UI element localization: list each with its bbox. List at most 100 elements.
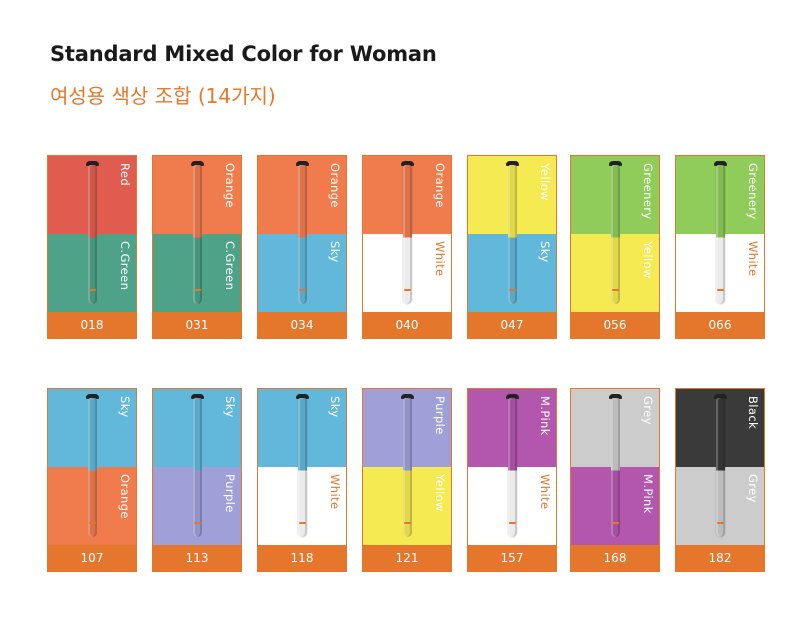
- grip-body: [88, 398, 97, 537]
- grip-body: [611, 165, 620, 304]
- grip-logo-mark: [299, 289, 306, 291]
- product-code: 047: [468, 312, 556, 338]
- top-color-label: Greenery: [746, 163, 760, 220]
- grip-cap-icon: [401, 161, 414, 166]
- bottom-color-label: C.Green: [118, 241, 132, 291]
- top-color-label: Sky: [118, 396, 132, 418]
- grip-logo-mark: [194, 522, 201, 524]
- bottom-color-label: Sky: [538, 241, 552, 263]
- bottom-color-label: Grey: [746, 474, 760, 503]
- grip-cap-icon: [296, 161, 309, 166]
- grip-logo-mark: [89, 522, 96, 524]
- grip-logo-mark: [717, 522, 724, 524]
- grip-illustration: [714, 394, 727, 538]
- bottom-color-label: White: [746, 241, 760, 277]
- color-card-118: Sky White 118: [257, 388, 347, 572]
- product-code: 113: [153, 545, 241, 571]
- top-color-label: Orange: [328, 163, 342, 208]
- grip-cap-icon: [296, 394, 309, 399]
- grip-body: [402, 164, 413, 305]
- grip-body: [507, 397, 518, 538]
- grip-cap-icon: [714, 394, 727, 399]
- grip-cap-icon: [191, 394, 204, 399]
- grip-illustration: [506, 394, 519, 538]
- grip-logo-mark: [612, 289, 619, 291]
- product-code: 182: [676, 545, 764, 571]
- top-color-label: M.Pink: [538, 396, 552, 436]
- color-card-113: Sky Purple 113: [152, 388, 242, 572]
- grip-body: [611, 398, 620, 537]
- grip-body: [297, 397, 308, 538]
- color-card-047: Yellow Sky 047: [467, 155, 557, 339]
- grip-cap-icon: [191, 161, 204, 166]
- product-code: 066: [676, 312, 764, 338]
- grip-cap-icon: [506, 394, 519, 399]
- color-card-182: Black Grey 182: [675, 388, 765, 572]
- grip-illustration: [191, 161, 204, 304]
- bottom-color-label: Yellow: [433, 474, 447, 512]
- color-card-034: Orange Sky 034: [257, 155, 347, 339]
- top-color-label: Yellow: [538, 163, 552, 201]
- top-color-label: Sky: [223, 396, 237, 418]
- grip-logo-mark: [717, 289, 724, 291]
- product-code: 034: [258, 312, 346, 338]
- grip-cap-icon: [714, 161, 727, 166]
- page-subtitle: 여성용 색상 조합 (14가지): [50, 84, 276, 108]
- grip-cap-icon: [609, 161, 622, 166]
- page-title: Standard Mixed Color for Woman: [50, 42, 437, 66]
- grip-cap-icon: [609, 394, 622, 399]
- bottom-color-label: White: [328, 474, 342, 510]
- product-code: 031: [153, 312, 241, 338]
- grip-logo-mark: [89, 289, 96, 291]
- top-color-label: Red: [118, 163, 132, 187]
- color-card-107: Sky Orange 107: [47, 388, 137, 572]
- color-card-168: Grey M.Pink 168: [570, 388, 660, 572]
- product-code: 157: [468, 545, 556, 571]
- grip-logo-mark: [299, 522, 306, 524]
- top-color-label: Sky: [328, 396, 342, 418]
- bottom-color-label: White: [538, 474, 552, 510]
- grip-body: [715, 164, 726, 305]
- product-code: 121: [363, 545, 451, 571]
- grip-illustration: [714, 161, 727, 305]
- grip-logo-mark: [509, 522, 516, 524]
- product-code: 056: [571, 312, 659, 338]
- color-card-031: Orange C.Green 031: [152, 155, 242, 339]
- top-color-label: Orange: [433, 163, 447, 208]
- bottom-color-label: M.Pink: [641, 474, 655, 514]
- top-color-label: Purple: [433, 396, 447, 435]
- grip-cap-icon: [401, 394, 414, 399]
- grip-illustration: [86, 394, 99, 537]
- grip-logo-mark: [404, 522, 411, 524]
- product-code: 168: [571, 545, 659, 571]
- grip-logo-mark: [194, 289, 201, 291]
- bottom-color-label: Sky: [328, 241, 342, 263]
- product-code: 040: [363, 312, 451, 338]
- grip-illustration: [401, 161, 414, 305]
- grip-logo-mark: [509, 289, 516, 291]
- grip-body: [403, 398, 412, 537]
- top-color-label: Orange: [223, 163, 237, 208]
- grip-illustration: [401, 394, 414, 537]
- color-card-121: Purple Yellow 121: [362, 388, 452, 572]
- color-card-066: Greenery White 066: [675, 155, 765, 339]
- grip-body: [88, 165, 97, 304]
- grip-illustration: [191, 394, 204, 537]
- color-card-157: M.Pink White 157: [467, 388, 557, 572]
- bottom-color-label: Orange: [118, 474, 132, 519]
- color-card-056: Greenery Yellow 056: [570, 155, 660, 339]
- grip-body: [193, 165, 202, 304]
- grip-body: [298, 165, 307, 304]
- grip-logo-mark: [612, 522, 619, 524]
- product-code: 118: [258, 545, 346, 571]
- grip-illustration: [86, 161, 99, 304]
- top-color-label: Black: [746, 396, 760, 430]
- product-code: 107: [48, 545, 136, 571]
- grip-body: [715, 397, 726, 538]
- top-color-label: Greenery: [641, 163, 655, 220]
- product-code: 018: [48, 312, 136, 338]
- grip-illustration: [296, 161, 309, 304]
- grip-cap-icon: [506, 161, 519, 166]
- color-card-018: Red C.Green 018: [47, 155, 137, 339]
- grip-illustration: [609, 394, 622, 537]
